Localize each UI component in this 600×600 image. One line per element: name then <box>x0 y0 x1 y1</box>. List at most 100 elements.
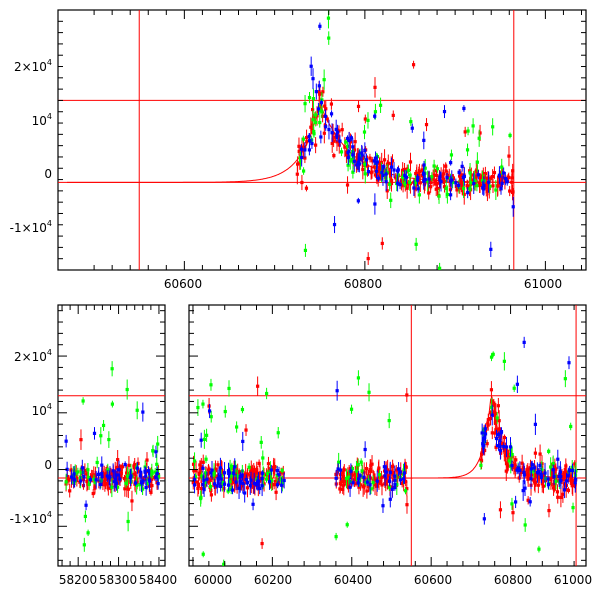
red-data-point <box>245 472 250 476</box>
red-data-point <box>405 186 409 190</box>
top-xtick-label-61000: 61000 <box>524 277 562 291</box>
blue-data-point <box>457 183 461 188</box>
green-data-point <box>366 118 370 122</box>
blue-data-point <box>373 156 378 160</box>
top-panel-frame <box>57 9 587 271</box>
blue-data-point <box>114 481 119 485</box>
green-data-point <box>491 352 495 356</box>
red-data-point <box>370 462 374 466</box>
blue-data-point <box>349 469 353 473</box>
green-data-point <box>86 468 90 472</box>
blue-data-point <box>374 169 379 173</box>
green-data-point <box>540 467 544 471</box>
red-data-point <box>363 117 367 121</box>
red-data-point <box>196 486 200 491</box>
green-data-point <box>371 480 375 485</box>
red-data-point <box>547 508 551 513</box>
red-data-point <box>549 471 554 475</box>
blue-data-point <box>567 361 571 365</box>
blue-data-point <box>388 470 392 475</box>
red-data-point <box>507 175 511 180</box>
green-data-point <box>554 479 558 483</box>
green-data-point <box>403 182 407 186</box>
green-data-point <box>551 461 555 466</box>
red-data-point <box>317 90 321 94</box>
red-data-point <box>442 185 447 189</box>
blue-data-point <box>422 179 426 183</box>
green-data-point <box>86 531 90 535</box>
blue-data-point <box>98 482 102 487</box>
red-data-point <box>411 63 416 67</box>
green-data-point <box>451 180 455 184</box>
blue-data-point <box>529 467 533 471</box>
red-data-point <box>402 167 407 172</box>
green-data-point <box>81 399 85 403</box>
red-data-point <box>488 177 492 181</box>
red-data-point <box>502 435 507 440</box>
red-data-point <box>304 186 309 190</box>
bottom-ytick-label-minus-10000: -1×104 <box>10 510 52 526</box>
blue-data-point <box>449 179 453 183</box>
green-data-point <box>222 562 226 566</box>
green-data-point <box>107 437 111 442</box>
blue-data-point <box>146 469 151 473</box>
green-data-point <box>366 478 370 482</box>
red-data-point <box>300 180 304 185</box>
red-data-point <box>296 162 300 166</box>
green-data-point <box>276 431 280 435</box>
green-data-point <box>465 148 470 152</box>
red-data-point <box>494 418 498 422</box>
blue-data-point <box>324 125 328 129</box>
green-data-point <box>135 483 139 488</box>
blue-data-point <box>523 486 527 490</box>
red-data-point <box>396 475 400 479</box>
red-data-point <box>377 466 381 470</box>
red-data-point <box>483 448 487 453</box>
bottom-left-segment-frame <box>57 304 166 567</box>
green-data-point <box>221 481 225 485</box>
green-data-point <box>409 120 413 124</box>
red-data-point <box>479 459 484 463</box>
red-data-point <box>501 441 505 445</box>
blue-data-point <box>351 481 355 485</box>
red-data-point <box>372 165 376 169</box>
blue-data-point <box>252 481 256 485</box>
red-data-point <box>344 479 348 484</box>
red-data-point <box>132 472 136 476</box>
blue-data-point <box>404 175 408 179</box>
green-data-point <box>468 171 472 175</box>
red-data-point <box>253 483 257 487</box>
red-data-point <box>356 104 361 109</box>
blue-data-point <box>442 109 447 114</box>
blue-data-point <box>472 181 476 186</box>
blue-data-point <box>249 478 253 482</box>
blue-data-point <box>558 470 563 474</box>
green-data-point <box>356 376 361 380</box>
green-data-point <box>311 97 316 101</box>
red-data-point <box>194 480 198 484</box>
green-data-point <box>569 424 573 429</box>
red-data-point <box>556 495 560 499</box>
blue-data-point <box>144 474 148 478</box>
red-data-point <box>526 498 530 502</box>
green-data-point <box>264 477 269 481</box>
green-data-point <box>547 449 551 453</box>
red-data-point <box>495 427 499 431</box>
green-data-point <box>228 467 232 471</box>
red-data-point <box>355 475 359 479</box>
red-data-point <box>350 471 354 475</box>
green-data-point <box>227 386 231 391</box>
blue-data-point <box>303 148 307 152</box>
red-data-point <box>454 184 458 189</box>
red-data-point <box>311 107 315 112</box>
blue-data-point <box>387 479 392 483</box>
blue-data-point <box>311 77 315 81</box>
blue-data-point <box>219 477 223 481</box>
green-data-point <box>423 166 427 170</box>
red-data-point <box>207 404 211 408</box>
red-data-point <box>499 443 503 447</box>
blue-data-point <box>70 475 74 479</box>
green-data-point <box>468 187 472 191</box>
red-data-point <box>116 458 120 462</box>
red-data-point <box>332 139 336 143</box>
